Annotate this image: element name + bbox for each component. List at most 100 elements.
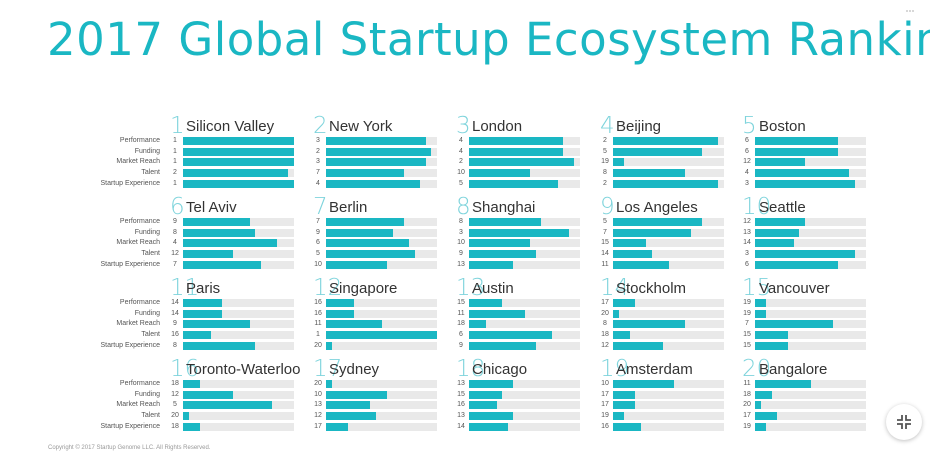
- metric-bar: [469, 380, 513, 388]
- ecosystem-city: Bangalore: [759, 361, 828, 378]
- ecosystem-city: Chicago: [472, 361, 528, 378]
- metric-value: 8: [173, 342, 177, 349]
- bar-track: [183, 299, 294, 307]
- metric-bar: [469, 423, 508, 431]
- metric-bar: [326, 391, 387, 399]
- exit-fullscreen-button[interactable]: [886, 404, 922, 440]
- metric-value: 1: [173, 148, 177, 155]
- ecosystem-city: New York: [329, 118, 393, 135]
- metric-bar: [183, 261, 261, 269]
- metric-value: 18: [743, 391, 751, 398]
- bar-track: [183, 218, 294, 226]
- bar-track: [755, 299, 866, 307]
- bar-track: [469, 380, 580, 388]
- metric-bar: [755, 229, 799, 237]
- metric-label: Startup Experience: [100, 261, 160, 268]
- bar-track: [326, 320, 437, 328]
- metric-bar: [183, 239, 277, 247]
- metric-bar: [326, 320, 382, 328]
- metric-bar: [326, 342, 332, 350]
- ecosystem-city: Seattle: [759, 199, 806, 216]
- bar-track: [469, 218, 580, 226]
- bar-track: [469, 331, 580, 339]
- bar-track: [469, 342, 580, 350]
- bar-track: [755, 380, 866, 388]
- bar-track: [613, 401, 724, 409]
- bar-track: [183, 148, 294, 156]
- metric-bar: [183, 320, 250, 328]
- metric-bar: [183, 299, 222, 307]
- metric-value: 4: [459, 148, 463, 155]
- metric-bar: [613, 218, 702, 226]
- page-title: 2017 Global Startup Ecosystem Ranking: [47, 13, 930, 66]
- bar-track: [613, 218, 724, 226]
- metric-value: 13: [743, 229, 751, 236]
- ecosystem-rank: 2: [313, 113, 328, 139]
- bar-track: [755, 401, 866, 409]
- metric-bar: [613, 310, 619, 318]
- metric-bar: [183, 229, 255, 237]
- ecosystem-cell: 9 Los Angeles 5 7 15 14 11: [600, 196, 743, 277]
- ecosystem-city: Shanghai: [472, 199, 536, 216]
- metric-bar: [613, 412, 624, 420]
- menu-dots: [905, 0, 915, 12]
- ecosystem-city: Sydney: [329, 361, 380, 378]
- bar-track: [613, 148, 724, 156]
- bar-track: [326, 180, 437, 188]
- metric-bar: [183, 380, 200, 388]
- metric-value: 2: [173, 169, 177, 176]
- ecosystem-rank: 8: [456, 194, 471, 220]
- metric-value: 16: [601, 423, 609, 430]
- ecosystem-cell: 18 Chicago 13 15 16 13 14: [456, 358, 599, 439]
- metric-value: 14: [171, 299, 179, 306]
- metric-bar: [469, 331, 552, 339]
- metric-value: 11: [457, 310, 465, 317]
- metric-bar: [326, 229, 393, 237]
- metric-bar: [469, 158, 574, 166]
- ecosystem-rank: 4: [600, 113, 615, 139]
- ecosystem-cell: 11 Paris 14 14 9 16 8: [170, 277, 313, 358]
- bar-track: [613, 180, 724, 188]
- metric-value: 3: [745, 180, 749, 187]
- ecosystem-rank: 12: [313, 275, 343, 301]
- bar-track: [613, 169, 724, 177]
- metric-bar: [613, 137, 718, 145]
- metric-value: 12: [743, 218, 751, 225]
- bar-track: [613, 423, 724, 431]
- metric-bar: [613, 423, 641, 431]
- ecosystem-rank: 14: [600, 275, 630, 301]
- bar-track: [613, 412, 724, 420]
- metric-value: 16: [457, 401, 465, 408]
- metric-label: Startup Experience: [100, 180, 160, 187]
- metric-value: 10: [314, 391, 322, 398]
- metric-bar: [183, 180, 294, 188]
- bar-track: [613, 261, 724, 269]
- metric-bar: [183, 250, 233, 258]
- bar-track: [613, 342, 724, 350]
- metric-value: 17: [314, 423, 322, 430]
- metric-bar: [613, 342, 663, 350]
- metric-bar: [183, 148, 294, 156]
- ecosystem-rank: 3: [456, 113, 471, 139]
- metric-bar: [613, 380, 674, 388]
- metric-value: 17: [601, 391, 609, 398]
- copyright: Copyright © 2017 Startup Genome LLC. All…: [48, 445, 211, 451]
- metric-bar: [755, 299, 766, 307]
- metric-value: 2: [459, 158, 463, 165]
- metric-bar: [469, 250, 536, 258]
- metric-label: Market Reach: [116, 320, 160, 327]
- metric-bar: [326, 412, 376, 420]
- metric-value: 18: [457, 320, 465, 327]
- metric-bar: [755, 412, 777, 420]
- bar-track: [755, 310, 866, 318]
- metric-bar: [326, 380, 332, 388]
- bar-track: [469, 401, 580, 409]
- metric-bar: [183, 423, 200, 431]
- metric-value: 17: [601, 299, 609, 306]
- metric-value: 6: [745, 261, 749, 268]
- metric-bar: [326, 169, 404, 177]
- bar-track: [469, 137, 580, 145]
- metric-value: 14: [457, 423, 465, 430]
- metric-value: 5: [603, 148, 607, 155]
- metric-bar: [469, 299, 502, 307]
